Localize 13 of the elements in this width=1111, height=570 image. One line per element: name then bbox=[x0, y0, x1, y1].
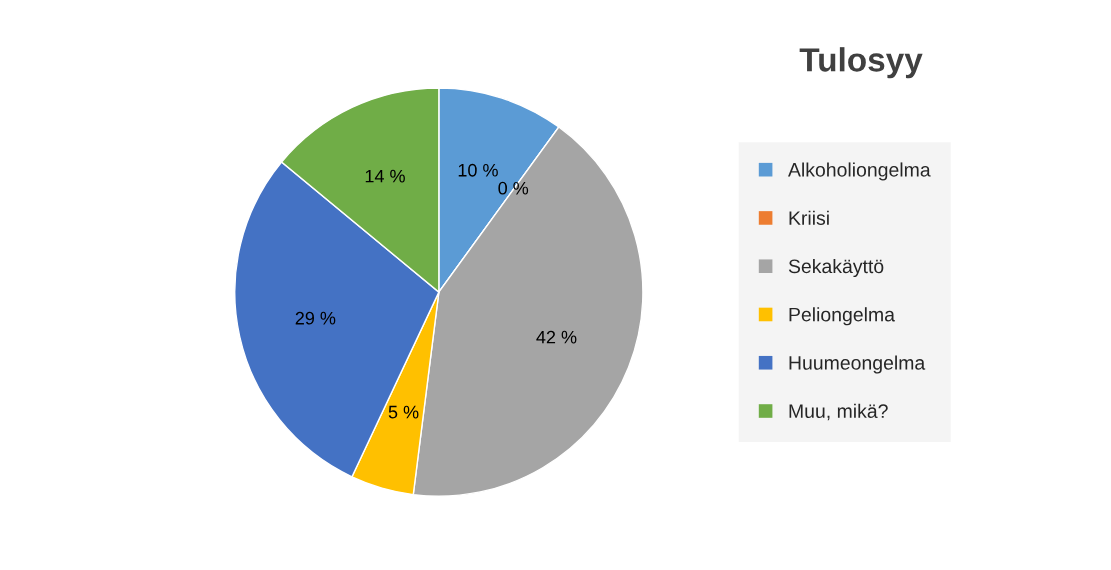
legend-label: Muu, mikä? bbox=[789, 403, 888, 421]
legend-label: Sekakäyttö bbox=[788, 258, 884, 278]
legend-label: Alkoholiongelma bbox=[788, 162, 931, 181]
data-label: 14 % bbox=[365, 169, 405, 183]
legend-label: Huumeongelma bbox=[789, 355, 926, 374]
text: 0 % bbox=[498, 181, 529, 195]
data-label: 5 % bbox=[388, 405, 419, 419]
data-label: 10 % bbox=[458, 163, 498, 177]
chart-title: Tulosyy bbox=[799, 47, 923, 79]
legend-label: Peliongelma bbox=[789, 307, 895, 326]
data-label: 42 % bbox=[536, 330, 577, 344]
legend-label: Kriisi bbox=[789, 210, 829, 225]
data-label: 29 % bbox=[295, 311, 336, 325]
